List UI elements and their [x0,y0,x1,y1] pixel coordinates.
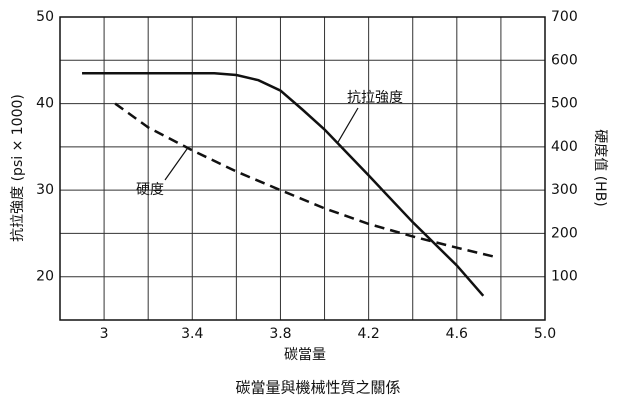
leader-line [164,147,189,181]
y2-tick-label: 600 [551,52,578,68]
x-tick-label: 3.4 [181,326,203,342]
y2-tick-label: 700 [551,9,578,25]
data-line [82,72,485,297]
x-tick-label: 3.8 [269,326,291,342]
x-tick-label: 5.0 [534,326,556,342]
y-tick-label: 40 [36,96,54,112]
chart-title: 碳當量與機械性質之關係 [235,379,400,397]
y2-tick-label: 100 [551,269,578,285]
y-tick-label: 50 [36,9,54,25]
y2-tick-label: 500 [551,96,578,112]
x-tick-label: 4.2 [358,326,380,342]
y2-tick-label: 200 [551,225,578,241]
y2-tick-label: 300 [551,182,578,198]
y2-axis-label: 硬度值 (HB) [592,129,608,207]
y-tick-label: 30 [36,182,54,198]
x-tick-label: 4.6 [446,326,468,342]
x-axis-label: 碳當量 [284,347,326,363]
series-annotation: 抗拉強度 [347,90,403,106]
data-line [114,102,497,259]
series-annotation: 硬度 [136,182,164,198]
y2-tick-label: 400 [551,139,578,155]
x-tick-label: 3 [100,326,109,342]
leader-line [337,107,359,143]
y-axis-label: 抗拉強度 (psi × 1000) [10,94,26,242]
y-tick-label: 20 [36,269,54,285]
plot-frame [59,16,546,321]
